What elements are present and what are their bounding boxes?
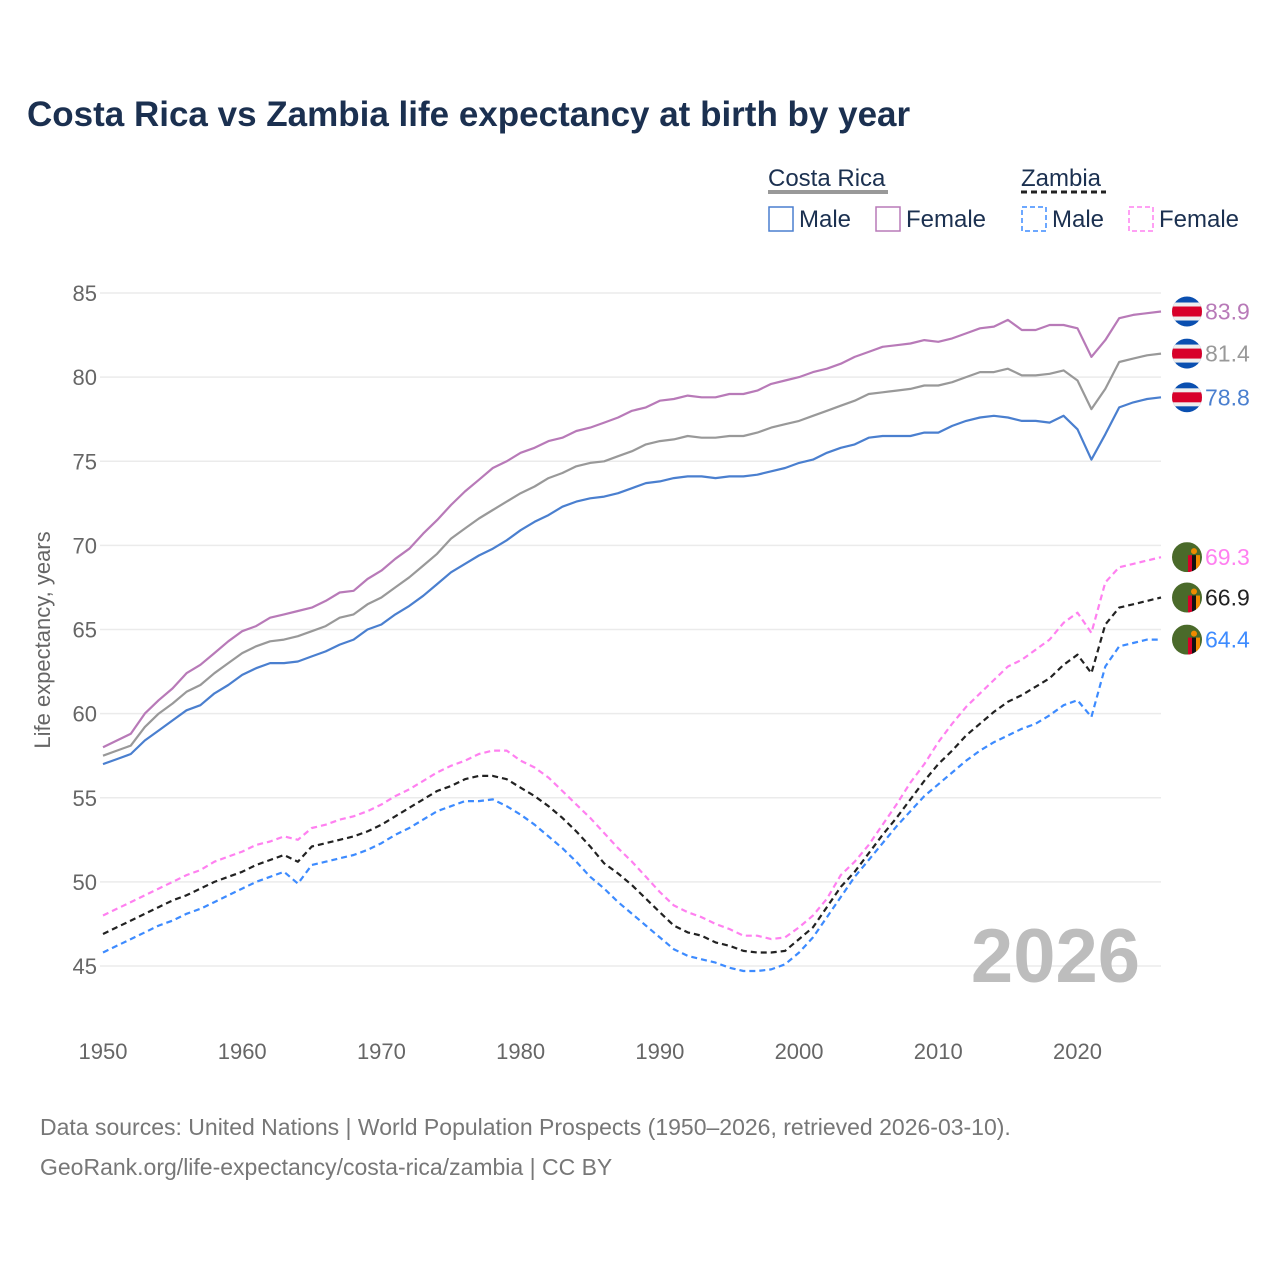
x-tick-label: 1970 xyxy=(357,1039,406,1064)
y-tick-label: 55 xyxy=(73,786,97,811)
series-line-costa-rica-female xyxy=(102,310,1162,749)
end-value-label: 83.9 xyxy=(1205,299,1250,325)
source-note: Data sources: United Nations | World Pop… xyxy=(40,1107,1011,1187)
series-line-zambia-total xyxy=(102,596,1162,954)
chart-title: Costa Rica vs Zambia life expectancy at … xyxy=(27,95,911,134)
x-tick-label: 1960 xyxy=(218,1039,267,1064)
year-watermark: 2026 xyxy=(971,914,1140,999)
legend-swatch-cr-female xyxy=(875,206,901,232)
costa-rica-flag-icon xyxy=(1172,338,1202,369)
y-tick-label: 80 xyxy=(73,365,97,390)
x-tick-label: 2000 xyxy=(775,1039,824,1064)
legend: Costa Rica Male Female Zambia Male Femal… xyxy=(768,165,1239,233)
x-tick-label: 2020 xyxy=(1053,1039,1102,1064)
series-line-zambia-male xyxy=(102,638,1161,973)
zambia-flag-icon xyxy=(1172,542,1202,573)
y-tick-label: 65 xyxy=(73,618,97,643)
y-axis-label: Life expectancy, years xyxy=(30,531,55,748)
y-tick-label: 50 xyxy=(73,870,97,895)
x-tick-label: 1990 xyxy=(635,1039,684,1064)
legend-group-zambia: Zambia xyxy=(1021,165,1102,192)
legend-cr-male: Male xyxy=(799,206,851,233)
source-line-1: Data sources: United Nations | World Pop… xyxy=(40,1114,1011,1140)
legend-group-costa-rica: Costa Rica xyxy=(768,165,886,192)
series-line-costa-rica-total xyxy=(102,352,1162,757)
source-line-2[interactable]: GeoRank.org/life-expectancy/costa-rica/z… xyxy=(40,1154,613,1180)
y-tick-label: 60 xyxy=(73,702,97,727)
legend-swatch-zm-female xyxy=(1128,206,1154,232)
x-tick-label: 1980 xyxy=(496,1039,545,1064)
zambia-flag-icon xyxy=(1172,582,1202,613)
series-line-costa-rica-male xyxy=(102,396,1162,766)
legend-swatch-cr-male xyxy=(768,206,794,232)
end-value-label: 81.4 xyxy=(1205,341,1250,367)
end-value-label: 69.3 xyxy=(1205,544,1250,570)
zambia-flag-icon xyxy=(1172,624,1202,655)
y-tick-label: 70 xyxy=(73,533,97,558)
costa-rica-flag-icon xyxy=(1172,296,1202,327)
y-tick-label: 85 xyxy=(73,281,97,306)
legend-swatch-zm-male xyxy=(1021,206,1047,232)
x-tick-label: 1950 xyxy=(79,1039,128,1064)
y-tick-label: 45 xyxy=(73,954,97,979)
legend-zm-male: Male xyxy=(1052,206,1104,233)
end-value-label: 64.4 xyxy=(1205,627,1250,653)
legend-zm-female: Female xyxy=(1159,206,1239,233)
series-line-zambia-female xyxy=(102,556,1162,941)
y-tick-label: 75 xyxy=(73,449,97,474)
costa-rica-flag-icon xyxy=(1172,382,1202,413)
legend-cr-female: Female xyxy=(906,206,986,233)
end-value-label: 78.8 xyxy=(1205,384,1250,410)
end-value-label: 66.9 xyxy=(1205,585,1250,611)
x-tick-label: 2010 xyxy=(914,1039,963,1064)
